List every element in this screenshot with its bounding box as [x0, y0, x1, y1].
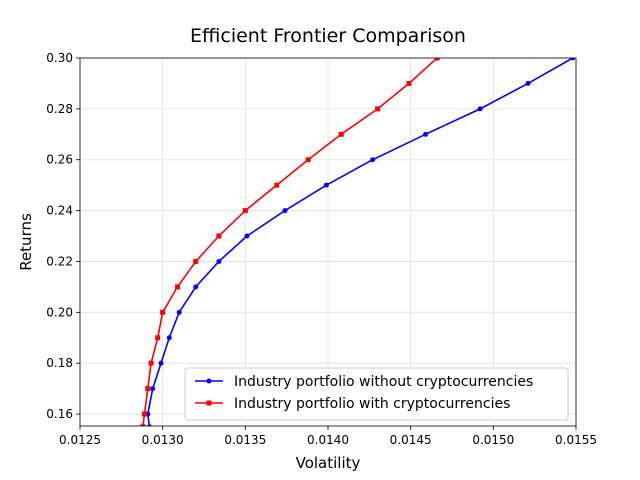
marker: [166, 335, 172, 341]
marker: [477, 106, 483, 112]
x-tick-label: 0.0145: [390, 433, 432, 447]
marker: [305, 157, 311, 163]
marker: [282, 208, 288, 214]
marker: [375, 106, 381, 112]
y-tick-label: 0.30: [46, 51, 73, 65]
marker: [147, 424, 152, 426]
legend-label: Industry portfolio without cryptocurrenc…: [234, 374, 533, 390]
marker: [406, 80, 412, 86]
marker: [141, 411, 147, 417]
marker: [370, 157, 376, 163]
y-tick-label: 0.18: [46, 356, 73, 370]
marker: [175, 284, 181, 290]
legend-label: Industry portfolio with cryptocurrencies: [234, 396, 510, 412]
series-line: [142, 58, 438, 426]
y-tick-label: 0.24: [46, 204, 73, 218]
marker: [216, 258, 222, 264]
marker: [206, 378, 212, 384]
marker: [244, 233, 250, 239]
plot-area: [140, 58, 576, 426]
marker: [193, 258, 199, 264]
marker: [423, 131, 429, 137]
x-tick-label: 0.0140: [307, 433, 349, 447]
marker: [274, 182, 280, 188]
y-tick-label: 0.16: [46, 407, 73, 421]
marker: [148, 360, 154, 366]
marker: [323, 182, 329, 188]
marker: [338, 131, 344, 137]
y-tick-label: 0.26: [46, 153, 73, 167]
marker: [145, 386, 151, 392]
marker: [155, 335, 161, 341]
x-tick-label: 0.0130: [142, 433, 184, 447]
x-tick-label: 0.0125: [59, 433, 101, 447]
legend: Industry portfolio without cryptocurrenc…: [184, 367, 569, 421]
marker: [242, 208, 248, 214]
marker: [570, 58, 576, 61]
axes: 0.0125 0.0130 0.0135 0.0140 0.0145 0.0150 0.01…: [46, 51, 597, 447]
y-tick-label: 0.22: [46, 254, 73, 268]
marker: [434, 58, 440, 61]
x-tick-label: 0.0135: [224, 433, 266, 447]
marker: [216, 233, 222, 239]
legend-box: [184, 367, 569, 421]
series-line: [146, 58, 574, 426]
x-axis-label: Volatility: [296, 454, 361, 472]
y-axis-label: Returns: [17, 213, 35, 271]
chart-title: Efficient Frontier Comparison: [190, 25, 466, 47]
y-tick-label: 0.28: [46, 102, 73, 116]
marker: [150, 386, 156, 392]
x-tick-label: 0.0155: [555, 433, 597, 447]
marker: [193, 284, 199, 290]
marker: [158, 360, 164, 366]
marker: [525, 80, 531, 86]
marker: [206, 400, 212, 406]
marker: [160, 309, 166, 315]
marker: [140, 424, 146, 426]
y-tick-label: 0.20: [46, 305, 73, 319]
marker: [176, 309, 182, 315]
x-tick-label: 0.0150: [472, 433, 514, 447]
